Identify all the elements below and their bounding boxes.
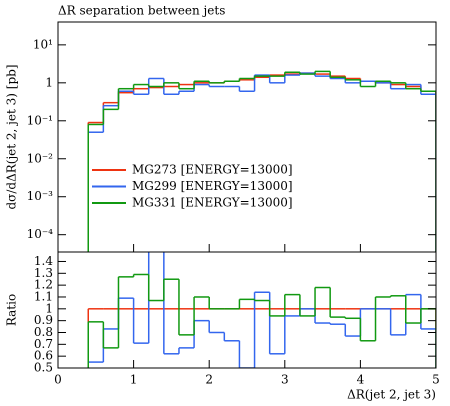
legend-label: MG299 [ENERGY=13000] [132, 179, 293, 193]
y-tick-label: 10⁻⁴ [27, 227, 54, 241]
ratio-plot [87, 252, 436, 368]
x-tick-label: 0 [54, 373, 62, 387]
y-tick-label: 1 [45, 301, 53, 315]
main-plot [87, 70, 436, 252]
x-axis-label: ΔR(jet 2, jet 3) [347, 388, 436, 402]
x-tick-label: 5 [432, 373, 440, 387]
y-tick-label: 1.1 [34, 289, 53, 303]
axes: 10¹ 1 10⁻¹ 10⁻² 10⁻³ 10⁻⁴ MG273 [ENERGY=13000]… [27, 37, 440, 386]
x-tick-label: 4 [357, 373, 365, 387]
y-tick-label: 1.3 [34, 266, 53, 280]
y-tick-label: 0.7 [34, 337, 53, 351]
x-tick-label: 1 [130, 373, 138, 387]
main-frame [57, 21, 437, 253]
chart-title: ΔR separation between jets [58, 4, 225, 18]
legend-label: MG331 [ENERGY=13000] [132, 196, 293, 210]
x-tick-label: 2 [205, 373, 213, 387]
y-tick-label: 10⁻¹ [27, 113, 53, 127]
y-tick-label: 0.8 [34, 325, 53, 339]
y-tick-label: 10⁻² [27, 151, 54, 165]
y-tick-label: 0.5 [34, 361, 53, 375]
legend-label: MG273 [ENERGY=13000] [132, 163, 293, 177]
ratio-frame [57, 251, 437, 369]
y-tick-label: 1.2 [34, 278, 53, 292]
y-tick-label: 1 [45, 75, 53, 89]
y-tick-label: 10¹ [33, 37, 53, 51]
x-tick-label: 3 [281, 373, 289, 387]
ratio-axis-label: Ratio [5, 294, 19, 326]
y-tick-label: 0.9 [34, 313, 53, 327]
y-tick-label: 10⁻³ [27, 189, 54, 203]
y-axis-label: dσ/dΔR(jet 2, jet 3) [pb] [5, 64, 19, 209]
y-tick-label: 0.6 [34, 349, 53, 363]
y-tick-label: 1.4 [34, 254, 53, 268]
